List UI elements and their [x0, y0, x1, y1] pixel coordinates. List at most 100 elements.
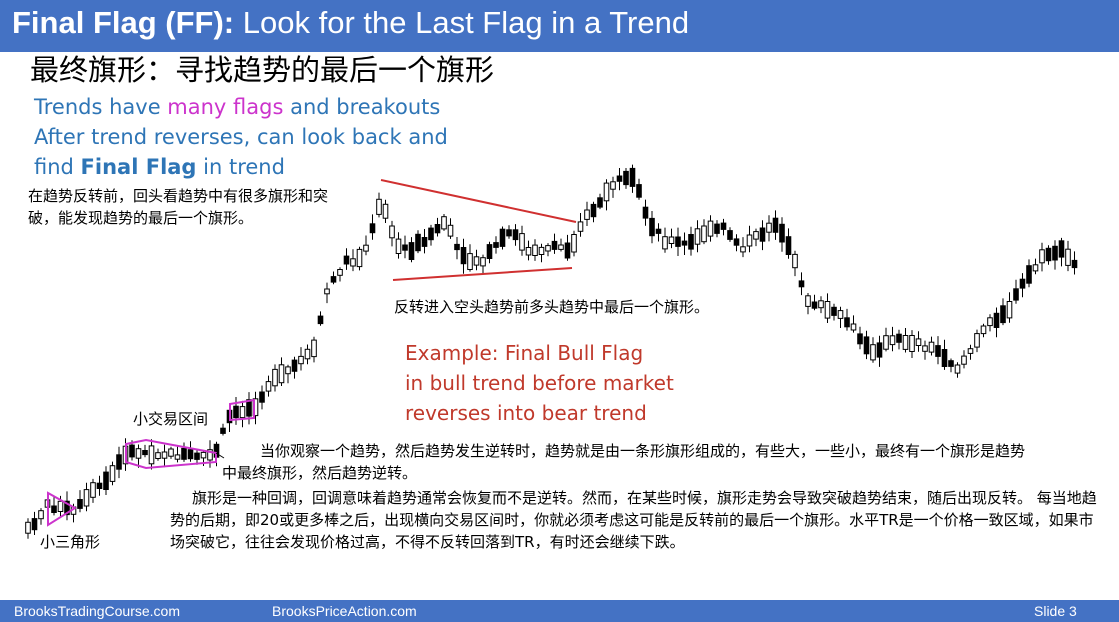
- candle-body: [720, 222, 727, 230]
- candle-body: [135, 448, 142, 459]
- candle-body: [616, 175, 623, 182]
- candle-body: [486, 244, 493, 260]
- candle-body: [233, 405, 239, 419]
- candle-body: [421, 237, 428, 247]
- candle-body: [317, 315, 324, 325]
- candle-body: [506, 229, 512, 237]
- candle-body: [356, 248, 363, 268]
- candle-body: [928, 341, 935, 353]
- candle-body: [519, 233, 525, 251]
- candle-body: [395, 238, 402, 255]
- candle-body: [1026, 265, 1032, 284]
- candle-body: [155, 452, 161, 460]
- candle-body: [148, 445, 155, 465]
- candle-body: [870, 344, 876, 361]
- candlesticks: [25, 164, 1078, 539]
- candle-body: [77, 499, 83, 509]
- candle-body: [64, 500, 70, 516]
- example-line-1: Example: Final Bull Flag: [405, 341, 644, 365]
- candle-body: [792, 253, 798, 269]
- candle-body: [220, 427, 226, 434]
- candle-body: [473, 256, 480, 266]
- english-note-line-3: find Final Flag in trend: [34, 152, 285, 182]
- candle-body: [304, 348, 311, 360]
- candle-body: [1052, 245, 1058, 261]
- small-range-outline: [125, 438, 217, 470]
- candle-body: [759, 227, 766, 242]
- candle-body: [96, 482, 103, 490]
- candle-body: [577, 221, 584, 232]
- candle-body: [967, 348, 974, 354]
- candle-body: [291, 359, 298, 372]
- candle-body: [408, 242, 415, 261]
- price-chart: [25, 164, 1078, 539]
- candle-body: [460, 247, 467, 265]
- english-note-line-1: Trends have many flags and breakouts: [34, 92, 440, 122]
- candle-body: [850, 323, 857, 331]
- candle-body: [239, 406, 246, 419]
- candle-body: [844, 317, 850, 328]
- candle-body: [941, 349, 948, 367]
- candle-body: [31, 518, 38, 531]
- candle-body: [363, 244, 369, 252]
- candle-body: [278, 364, 285, 384]
- candle-body: [948, 360, 954, 367]
- candle-body: [285, 366, 291, 375]
- candle-body: [863, 336, 870, 355]
- example-annotation: Example: Final Bull Flag in bull trend b…: [405, 338, 674, 428]
- candle-body: [857, 333, 863, 345]
- candle-body: [272, 368, 278, 387]
- candle-body: [623, 170, 629, 186]
- candle-body: [493, 242, 499, 248]
- slide-title-rest: Look for the Last Flag in a Trend: [234, 5, 690, 40]
- candle-body: [343, 255, 350, 265]
- body-paragraph-1: 当你观察一个趋势，然后趋势发生逆转时，趋势就是由一条形旗形组成的，有些大，一些小…: [222, 442, 1026, 482]
- candle-body: [467, 253, 473, 271]
- candle-body: [200, 451, 207, 459]
- flag-outline: [229, 398, 255, 422]
- label-small-triangle: 小三角形: [40, 533, 101, 551]
- candle-body: [740, 246, 746, 253]
- candle-body: [961, 355, 967, 365]
- small-triangle-outline: [47, 491, 77, 527]
- candle-body: [805, 295, 811, 307]
- candle-body: [376, 198, 382, 215]
- candle-body: [109, 465, 116, 482]
- candle-body: [265, 381, 272, 392]
- candle-body: [642, 206, 649, 219]
- candle-body: [512, 229, 519, 241]
- candle-body: [662, 236, 668, 250]
- candle-body: [597, 197, 603, 208]
- candle-body: [1071, 259, 1078, 269]
- example-line-3: reverses into bear trend: [405, 401, 647, 425]
- candle-body: [727, 230, 733, 240]
- footer-mid-site: BrooksPriceAction.com: [272, 603, 417, 619]
- candle-body: [714, 223, 720, 234]
- candle-body: [434, 224, 441, 234]
- candle-body: [798, 280, 805, 288]
- candle-body: [785, 236, 792, 255]
- candle-body: [590, 203, 597, 218]
- candle-body: [103, 471, 109, 491]
- candle-body: [1045, 247, 1052, 262]
- candle-body: [694, 228, 701, 245]
- candle-body: [876, 342, 883, 358]
- candle-body: [649, 217, 655, 237]
- candle-body: [447, 224, 454, 237]
- candle-body: [324, 288, 330, 295]
- candle-body: [681, 240, 688, 246]
- candle-body: [772, 217, 779, 233]
- candle-body: [174, 454, 181, 460]
- candle-body: [83, 489, 90, 507]
- candle-body: [636, 184, 642, 198]
- candle-body: [551, 240, 558, 250]
- candle-body: [1032, 264, 1039, 272]
- chinese-title: 最终旗形：寻找趋势的最后一个旗形: [30, 53, 495, 87]
- note-text: and breakouts: [283, 95, 441, 119]
- candle-body: [389, 225, 395, 239]
- candle-body: [187, 449, 194, 460]
- candle-body: [38, 510, 44, 520]
- slide-footer: BrooksTradingCourse.com BrooksPriceActio…: [0, 600, 1119, 622]
- candle-body: [538, 246, 545, 255]
- candle-body: [454, 243, 460, 251]
